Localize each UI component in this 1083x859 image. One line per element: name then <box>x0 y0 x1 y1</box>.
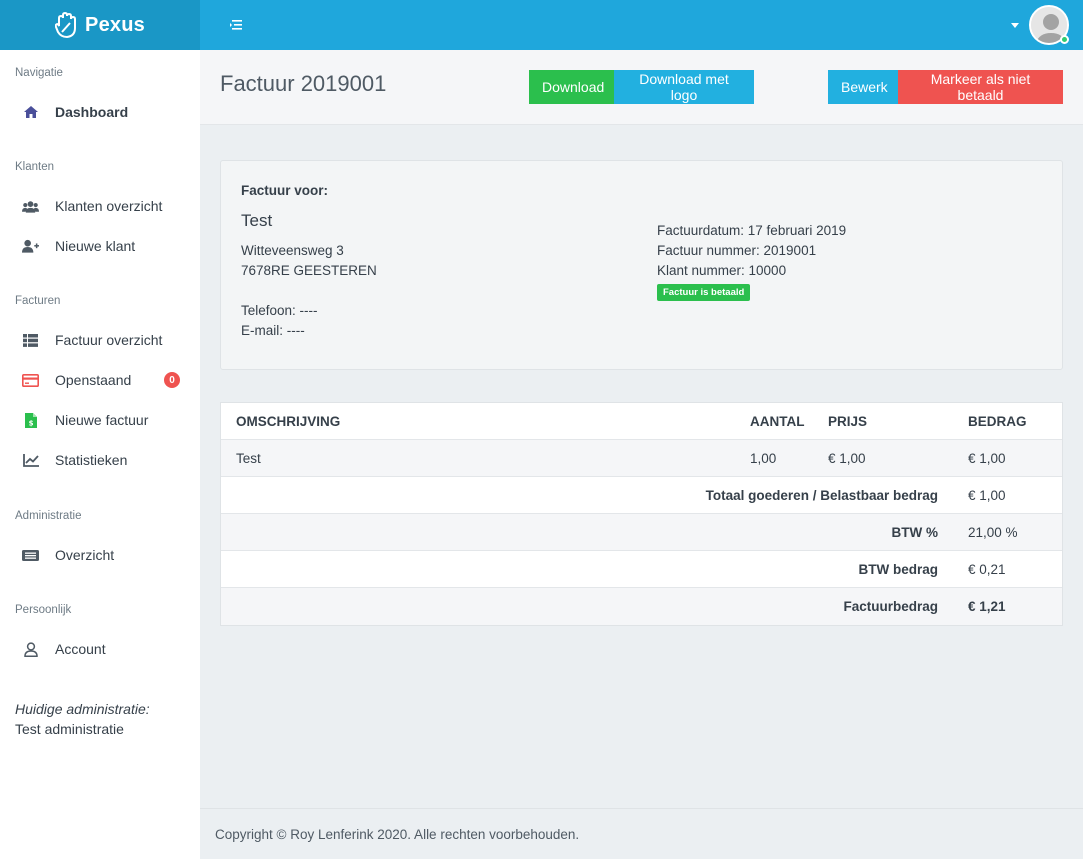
sidebar-item-label: Factuur overzicht <box>55 332 163 348</box>
line-amount: € 1,00 <box>968 451 1006 466</box>
svg-text:$: $ <box>28 419 33 427</box>
invoice-number: Factuur nummer: 2019001 <box>657 243 817 258</box>
totals-row: BTW % 21,00 % <box>221 514 1062 551</box>
total-goods-value: € 1,00 <box>968 488 1006 503</box>
user-avatar-icon <box>1031 7 1067 43</box>
section-administratie: Administratie <box>15 510 82 522</box>
client-address-line1: Witteveensweg 3 <box>241 243 344 258</box>
sidebar-item-label: Dashboard <box>55 104 129 120</box>
download-button[interactable]: Download <box>529 70 614 104</box>
client-address-line2: 7678RE GEESTEREN <box>241 263 377 278</box>
invoice-total-label: Factuurbedrag <box>843 599 938 614</box>
column-header-price: PRIJS <box>828 414 868 429</box>
list-icon <box>22 333 39 348</box>
table-row: Test 1,00 € 1,00 € 1,00 <box>221 440 1062 477</box>
hand-logo-icon <box>55 12 77 38</box>
client-number: Klant nummer: 10000 <box>657 263 787 278</box>
total-goods-label: Totaal goederen / Belastbaar bedrag <box>705 488 938 503</box>
invoice-date: Factuurdatum: 17 februari 2019 <box>657 223 847 238</box>
sidebar-item-dashboard[interactable]: Dashboard <box>0 97 200 127</box>
vat-percent-value: 21,00 % <box>968 525 1018 540</box>
user-icon <box>22 641 39 657</box>
section-persoonlijk: Persoonlijk <box>15 604 72 616</box>
line-price: € 1,00 <box>828 451 866 466</box>
sidebar-item-label: Nieuwe factuur <box>55 412 149 428</box>
invoice-for-label: Factuur voor: <box>241 183 329 198</box>
edit-button[interactable]: Bewerk <box>828 70 898 104</box>
brand[interactable]: Pexus <box>0 0 200 50</box>
footer: Copyright © Roy Lenferink 2020. Alle rec… <box>200 808 1083 859</box>
newspaper-icon <box>22 548 39 563</box>
sidebar-item-label: Klanten overzicht <box>55 198 163 214</box>
copyright-text: Copyright © Roy Lenferink 2020. Alle rec… <box>215 827 580 842</box>
client-phone: Telefoon: ---- <box>241 303 318 318</box>
online-status-dot <box>1060 35 1069 44</box>
download-with-logo-button[interactable]: Download met logo <box>614 70 754 104</box>
invoice-file-icon: $ <box>22 412 39 428</box>
totals-row: BTW bedrag € 0,21 <box>221 551 1062 588</box>
column-header-amount: BEDRAG <box>968 414 1027 429</box>
mark-unpaid-button[interactable]: Markeer als niet betaald <box>898 70 1063 104</box>
totals-row: Factuurbedrag € 1,21 <box>221 588 1062 625</box>
section-klanten: Klanten <box>15 161 55 173</box>
sidebar-item-openstaand[interactable]: Openstaand 0 <box>0 365 200 395</box>
users-icon <box>22 199 39 214</box>
page-header: Factuur 2019001 Download Download met lo… <box>200 50 1083 125</box>
client-email: E-mail: ---- <box>241 323 305 338</box>
invoice-lines-table: OMSCHRIJVING AANTAL PRIJS BEDRAG Test 1,… <box>220 402 1063 626</box>
avatar[interactable] <box>1029 5 1069 45</box>
vat-percent-label: BTW % <box>891 525 939 540</box>
sidebar-item-label: Statistieken <box>55 452 128 468</box>
sidebar-item-account[interactable]: Account <box>0 634 200 664</box>
sidebar-item-label: Openstaand <box>55 372 132 388</box>
credit-card-icon <box>22 373 39 388</box>
home-icon <box>22 105 39 120</box>
chart-line-icon <box>22 453 39 468</box>
sidebar-item-klanten-overzicht[interactable]: Klanten overzicht <box>0 191 200 221</box>
page-title: Factuur 2019001 <box>220 71 387 96</box>
brand-name: Pexus <box>85 13 145 36</box>
current-admin-value: Test administratie <box>15 721 124 737</box>
totals-row: Totaal goederen / Belastbaar bedrag € 1,… <box>221 477 1062 514</box>
sidebar-item-label: Overzicht <box>55 547 115 563</box>
vat-amount-label: BTW bedrag <box>858 562 939 577</box>
openstaand-count-badge: 0 <box>164 372 180 388</box>
table-header-row: OMSCHRIJVING AANTAL PRIJS BEDRAG <box>221 403 1062 440</box>
column-header-quantity: AANTAL <box>750 414 805 429</box>
sidebar-item-nieuwe-factuur[interactable]: $ Nieuwe factuur <box>0 405 200 435</box>
sidebar-item-statistieken[interactable]: Statistieken <box>0 445 200 475</box>
menu-toggle-icon[interactable] <box>228 17 244 33</box>
topbar: Pexus <box>0 0 1083 50</box>
user-menu[interactable] <box>1011 0 1083 50</box>
client-name: Test <box>241 211 273 230</box>
sidebar-item-factuur-overzicht[interactable]: Factuur overzicht <box>0 325 200 355</box>
sidebar-item-label: Account <box>55 641 106 657</box>
sidebar: Navigatie Dashboard Klanten Klanten over… <box>0 50 200 859</box>
invoice-details-card: Factuur voor: Test Witteveensweg 3 7678R… <box>220 160 1063 370</box>
column-header-description: OMSCHRIJVING <box>236 414 341 429</box>
invoice-total-value: € 1,21 <box>968 599 1006 614</box>
user-plus-icon <box>22 239 39 254</box>
line-quantity: 1,00 <box>750 451 777 466</box>
status-badge: Factuur is betaald <box>657 284 751 301</box>
section-navigatie: Navigatie <box>15 67 63 79</box>
line-description: Test <box>236 451 261 466</box>
section-facturen: Facturen <box>15 295 61 307</box>
sidebar-item-nieuwe-klant[interactable]: Nieuwe klant <box>0 231 200 261</box>
vat-amount-value: € 0,21 <box>968 562 1006 577</box>
caret-down-icon[interactable] <box>1011 22 1019 28</box>
current-admin-label: Huidige administratie: <box>15 701 150 717</box>
sidebar-item-label: Nieuwe klant <box>55 238 136 254</box>
sidebar-item-overzicht[interactable]: Overzicht <box>0 540 200 570</box>
